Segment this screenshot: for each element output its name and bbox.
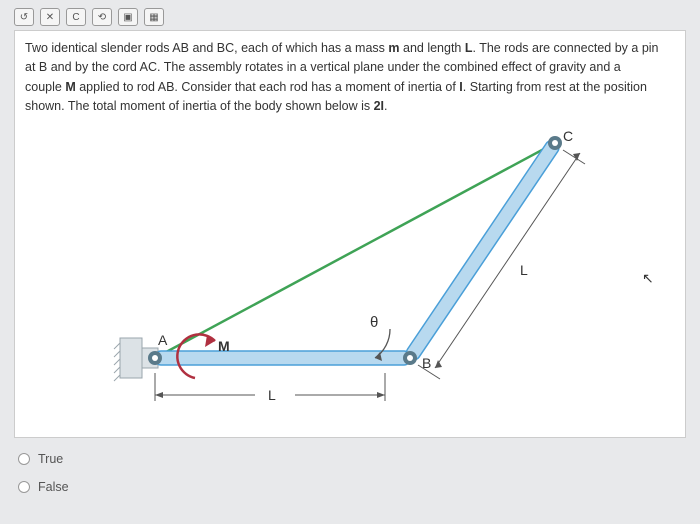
toolbar-btn-2[interactable]: C bbox=[66, 8, 86, 26]
question-box: Two identical slender rods AB and BC, ea… bbox=[14, 30, 686, 438]
answer-true-row[interactable]: True bbox=[18, 452, 686, 466]
toolbar-btn-1[interactable]: ✕ bbox=[40, 8, 60, 26]
label-B: B bbox=[422, 355, 431, 371]
label-theta: θ bbox=[370, 314, 378, 331]
wall bbox=[120, 338, 142, 378]
radio-false[interactable] bbox=[18, 481, 30, 493]
answer-true-label: True bbox=[38, 452, 63, 466]
q-M: M bbox=[65, 80, 75, 94]
q-line2: at B and by the cord AC. The assembly ro… bbox=[25, 60, 621, 74]
diagram-svg: A B C M θ L L bbox=[100, 123, 600, 423]
cord-AC bbox=[155, 143, 555, 358]
q-m: m bbox=[388, 41, 399, 55]
label-M: M bbox=[218, 338, 230, 354]
answer-false-row[interactable]: False bbox=[18, 480, 686, 494]
label-L1: L bbox=[268, 387, 276, 403]
label-A: A bbox=[158, 332, 168, 348]
rod-AB bbox=[155, 351, 410, 365]
q-line3a: couple bbox=[25, 80, 65, 94]
toolbar-btn-0[interactable]: ↺ bbox=[14, 8, 34, 26]
radio-true[interactable] bbox=[18, 453, 30, 465]
rod-BC bbox=[404, 138, 561, 361]
cursor-icon: ↖ bbox=[642, 270, 654, 287]
q-line3b: applied to rod AB. Consider that each ro… bbox=[76, 80, 460, 94]
q-line3c: . Starting from rest at the position bbox=[463, 80, 647, 94]
q-L: L bbox=[465, 41, 473, 55]
q-line4a: shown. The total moment of inertia of th… bbox=[25, 99, 374, 113]
toolbar: ↺ ✕ C ⟲ ▣ ▦ bbox=[14, 8, 686, 26]
q-2I: 2I bbox=[374, 99, 384, 113]
toolbar-btn-5[interactable]: ▦ bbox=[144, 8, 164, 26]
answers: True False bbox=[14, 452, 686, 494]
label-L2: L bbox=[520, 262, 528, 278]
label-C: C bbox=[563, 128, 573, 144]
question-text: Two identical slender rods AB and BC, ea… bbox=[25, 39, 675, 117]
q-line1c: . The rods are connected by a pin bbox=[473, 41, 659, 55]
toolbar-btn-3[interactable]: ⟲ bbox=[92, 8, 112, 26]
q-line1a: Two identical slender rods AB and BC, ea… bbox=[25, 41, 388, 55]
toolbar-btn-4[interactable]: ▣ bbox=[118, 8, 138, 26]
q-line4b: . bbox=[384, 99, 387, 113]
diagram: A B C M θ L L bbox=[25, 123, 675, 423]
q-line1b: and length bbox=[400, 41, 465, 55]
answer-false-label: False bbox=[38, 480, 69, 494]
